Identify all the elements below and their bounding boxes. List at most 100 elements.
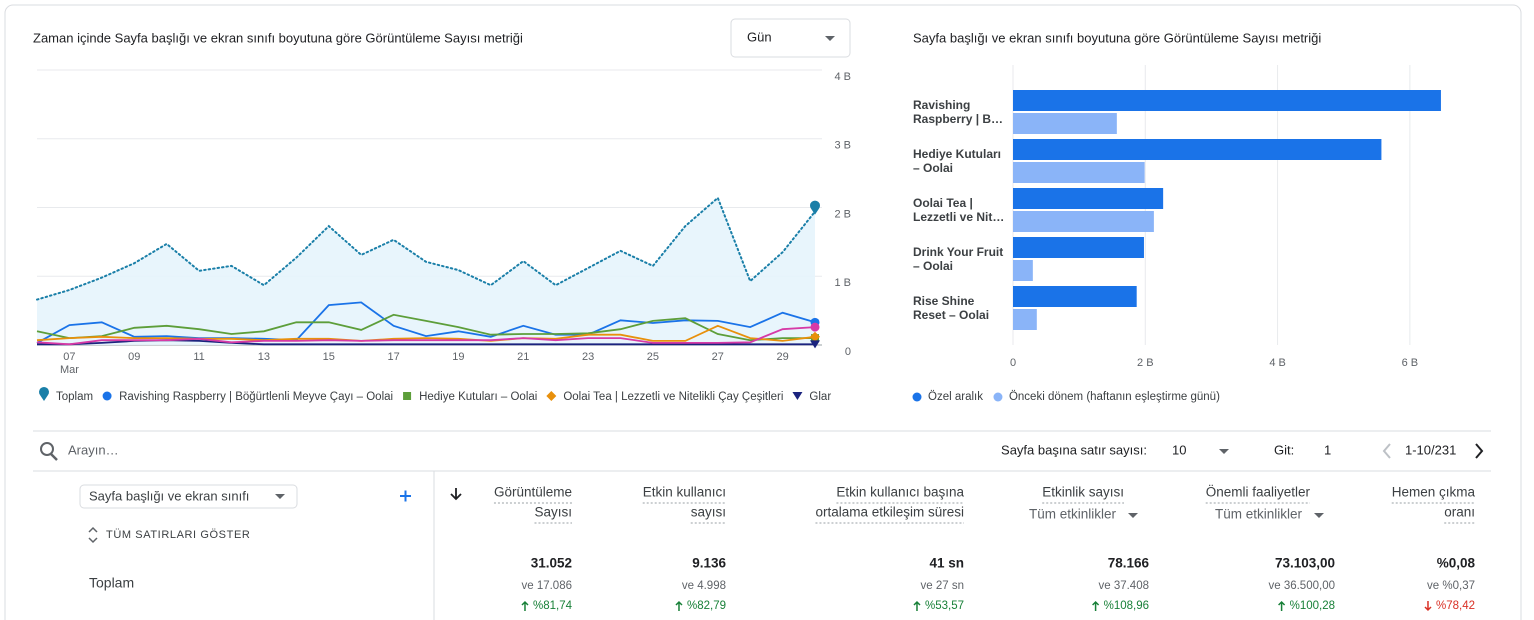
legend-marker	[39, 387, 50, 401]
category-label: Ravishing	[913, 98, 970, 112]
category-label: – Oolai	[913, 161, 953, 175]
column-header[interactable]: Etkin kullanıcı başına	[836, 485, 964, 500]
total-value: 78.166	[1108, 556, 1150, 571]
rows-label: Sayfa başına satır sayısı:	[1001, 442, 1147, 457]
line-chart-title: Zaman içinde Sayfa başlığı ve ekran sını…	[33, 30, 523, 45]
x-sublabel: Mar	[60, 364, 79, 376]
line	[36, 313, 815, 342]
bar	[1013, 211, 1154, 232]
y-tick-label: 2 B	[834, 208, 851, 220]
x-tick-label: 0	[1010, 357, 1016, 369]
column-header[interactable]: Sayısı	[534, 505, 572, 520]
search-input[interactable]: Arayın…	[68, 442, 119, 457]
legend-marker	[102, 391, 112, 401]
y-tick-label: 0	[845, 346, 851, 358]
category-label: – Oolai	[913, 259, 953, 273]
end-marker	[810, 200, 820, 215]
category-label: Oolai Tea |	[913, 196, 973, 210]
x-tick-label: 2 B	[1137, 357, 1154, 369]
dimension-dropdown[interactable]	[79, 484, 298, 509]
metric-filter[interactable]: Tüm etkinlikler	[1215, 507, 1303, 522]
search-icon	[40, 442, 54, 456]
trend-arrow	[675, 600, 683, 611]
change-value: %100,28	[1290, 600, 1335, 612]
column-header[interactable]: ortalama etkileşim süresi	[815, 505, 964, 520]
category-label: Hediye Kutuları	[913, 147, 1001, 161]
trend-arrow	[1278, 600, 1286, 611]
bar	[1013, 260, 1033, 281]
total-value: 73.103,00	[1275, 556, 1335, 571]
x-tick-label: 07	[63, 351, 75, 363]
legend-marker	[792, 392, 803, 400]
category-label: Drink Your Fruit	[913, 245, 1003, 259]
compare-value: ve 27 sn	[921, 580, 964, 592]
rows-caret[interactable]	[1219, 449, 1229, 454]
metric-filter[interactable]: Tüm etkinlikler	[1029, 507, 1117, 522]
column-header[interactable]: sayısı	[691, 505, 726, 520]
show-all-rows[interactable]: TÜM SATIRLARI GÖSTER	[106, 529, 250, 541]
category-label: Rise Shine	[913, 294, 975, 308]
y-tick-label: 3 B	[834, 140, 851, 152]
trend-arrow	[1092, 600, 1100, 611]
x-tick-label: 6 B	[1402, 357, 1419, 369]
legend-label: Özel aralık	[928, 391, 983, 403]
legend-marker	[546, 391, 557, 401]
granularity-dropdown[interactable]	[730, 18, 851, 58]
bar	[1013, 286, 1137, 307]
total-value: 41 sn	[929, 556, 964, 571]
granularity-value[interactable]: Gün	[747, 29, 772, 44]
x-tick-label: 29	[776, 351, 788, 363]
search-icon	[50, 453, 58, 461]
line	[36, 196, 816, 301]
next-page[interactable]	[1475, 443, 1484, 459]
column-header[interactable]: Önemli faaliyetler	[1206, 485, 1311, 500]
goto-value[interactable]: 1	[1324, 442, 1331, 457]
bar	[1013, 162, 1145, 183]
column-header[interactable]: oranı	[1444, 505, 1475, 520]
compare-value: ve 36.500,00	[1268, 580, 1335, 592]
sort-icon[interactable]	[450, 488, 462, 501]
trend-arrow	[1424, 601, 1432, 612]
trend-arrow	[521, 600, 529, 611]
compare-value: ve 4.998	[682, 580, 726, 592]
line-legend: Toplam Ravishing Raspberry | Böğürtlenli …	[39, 387, 831, 403]
bar	[1013, 90, 1441, 111]
column-header[interactable]: Etkinlik sayısı	[1042, 485, 1124, 500]
compare-value: ve 37.408	[1098, 580, 1149, 592]
x-tick-label: 4 B	[1269, 357, 1286, 369]
bar	[1013, 139, 1382, 160]
x-tick-label: 21	[517, 351, 529, 363]
goto-label: Git:	[1274, 442, 1294, 457]
prev-page[interactable]	[1382, 443, 1391, 459]
dropdown-caret	[825, 36, 835, 41]
x-tick-label: 09	[128, 351, 140, 363]
column-header[interactable]: Hemen çıkma	[1392, 485, 1476, 500]
x-tick-label: 11	[193, 351, 204, 363]
legend-label: Ravishing Raspberry | Böğürtlenli Meyve …	[119, 391, 393, 403]
column-header[interactable]: Görüntüleme	[494, 485, 572, 500]
change-value: %81,74	[533, 600, 573, 612]
end-marker	[810, 340, 820, 349]
y-tick-label: 1 B	[834, 277, 851, 289]
change-value: %78,42	[1436, 600, 1475, 612]
legend-marker	[993, 392, 1003, 402]
total-value: 31.052	[531, 556, 572, 571]
dropdown-caret	[1314, 513, 1324, 518]
x-tick-label: 19	[452, 351, 464, 363]
legend-label: Hediye Kutuları – Oolai	[419, 391, 537, 403]
x-tick-label: 15	[323, 351, 335, 363]
x-tick-label: 13	[258, 351, 270, 363]
trend-arrow	[913, 600, 921, 611]
dropdown-caret	[1128, 513, 1138, 518]
dimension-value[interactable]: Sayfa başlığı ve ekran sınıfı	[89, 488, 249, 503]
rows-value[interactable]: 10	[1172, 442, 1186, 457]
column-header[interactable]: Etkin kullanıcı	[643, 485, 726, 500]
x-tick-label: 17	[387, 351, 399, 363]
category-label: Raspberry | B…	[913, 112, 1003, 126]
add-dimension[interactable]	[400, 490, 411, 502]
bar	[1013, 113, 1117, 134]
change-value: %82,79	[687, 600, 726, 612]
line	[36, 324, 816, 342]
